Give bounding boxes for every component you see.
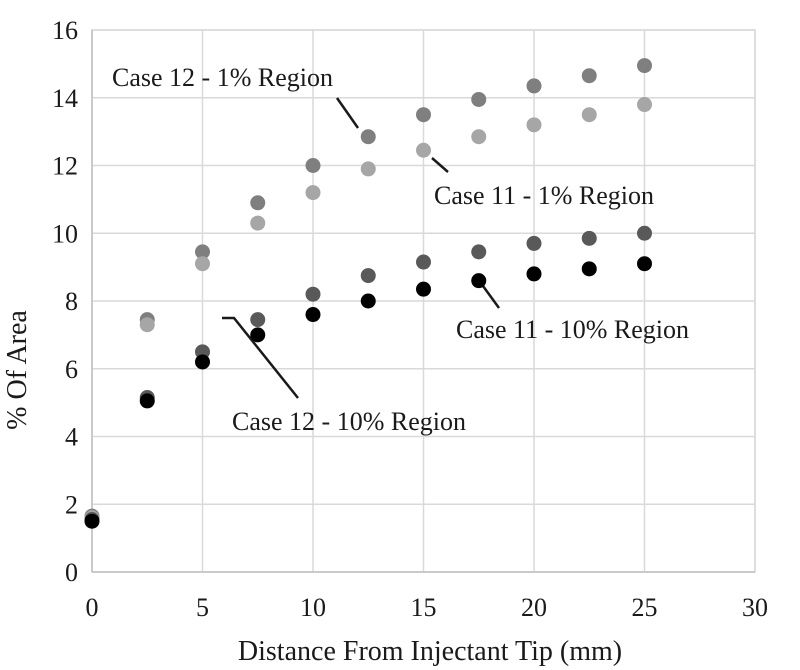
series-1-point <box>416 142 431 158</box>
x-tick-label: 15 <box>411 593 437 622</box>
x-axis-label: Distance From Injectant Tip (mm) <box>238 636 622 667</box>
series-1-point <box>471 129 487 145</box>
annotation-leader-line <box>222 316 299 399</box>
series-0-point <box>305 158 321 173</box>
series-annotations: Case 12 - 1% Region Case 11 - 1% Region … <box>112 63 689 436</box>
series-0-point <box>581 68 597 84</box>
annotation-case12-1pct: Case 12 - 1% Region <box>112 63 333 92</box>
x-tick-label: 10 <box>300 593 326 622</box>
y-tick-label: 16 <box>52 16 78 45</box>
series-3-point <box>305 307 321 323</box>
series-0-point <box>360 129 376 145</box>
x-tick-label: 0 <box>86 593 99 622</box>
x-tick-label: 25 <box>632 593 658 622</box>
x-tick-label: 5 <box>196 593 209 622</box>
y-tick-label: 2 <box>65 490 78 519</box>
series-1-point <box>637 97 652 113</box>
series-3-point <box>139 393 155 409</box>
y-tick-label: 10 <box>52 219 78 248</box>
series-2-point <box>250 312 266 328</box>
series-3-point <box>360 293 376 309</box>
annotation-leader-line <box>335 97 360 129</box>
series-2-point <box>416 254 431 270</box>
series-2-point <box>581 230 597 246</box>
series-1-point <box>526 117 542 133</box>
y-tick-label: 0 <box>65 558 78 587</box>
series-3-point <box>526 266 542 282</box>
y-tick-label: 8 <box>65 287 78 316</box>
annotation-leader-line <box>481 285 501 309</box>
series-2-point <box>305 286 321 302</box>
annotation-case11-1pct: Case 11 - 1% Region <box>434 181 654 210</box>
series-0-point <box>416 107 431 123</box>
series-2-point <box>526 235 542 251</box>
x-tick-label: 20 <box>521 593 547 622</box>
y-tick-label: 6 <box>65 355 78 384</box>
series-2-point <box>637 225 652 241</box>
series-0-point <box>637 58 652 74</box>
series-3-point <box>637 256 652 272</box>
series-0-point <box>195 244 210 260</box>
series-3-point <box>84 513 100 529</box>
data-points <box>84 58 652 529</box>
annotation-case12-10pct: Case 12 - 10% Region <box>232 407 466 436</box>
annotation-leader-line <box>431 157 449 173</box>
series-1-point <box>195 256 210 272</box>
series-3-point <box>195 354 210 370</box>
series-3-point <box>416 281 431 297</box>
series-2-point <box>471 244 487 260</box>
series-2-point <box>360 268 376 284</box>
axes <box>91 29 756 573</box>
series-1-point <box>581 107 597 123</box>
tick-labels: 0 2 4 6 8 10 12 14 16 0 5 10 15 20 25 30 <box>52 16 768 622</box>
series-0-point <box>250 195 266 211</box>
x-tick-label: 30 <box>742 593 768 622</box>
series-1-point <box>360 161 376 177</box>
series-1-point <box>139 317 155 333</box>
series-0-point <box>471 91 487 107</box>
y-tick-label: 4 <box>65 423 78 452</box>
y-axis-label: % Of Area <box>2 310 33 430</box>
series-3-point <box>581 261 597 277</box>
annotation-leader-lines <box>222 97 501 399</box>
series-3-point <box>471 273 487 289</box>
y-tick-label: 12 <box>52 152 78 181</box>
series-3-point <box>250 327 266 343</box>
series-1-point <box>305 185 321 201</box>
series-0-point <box>526 78 542 94</box>
annotation-case11-10pct: Case 11 - 10% Region <box>456 315 689 344</box>
series-1-point <box>250 215 266 231</box>
y-tick-label: 14 <box>52 84 78 113</box>
